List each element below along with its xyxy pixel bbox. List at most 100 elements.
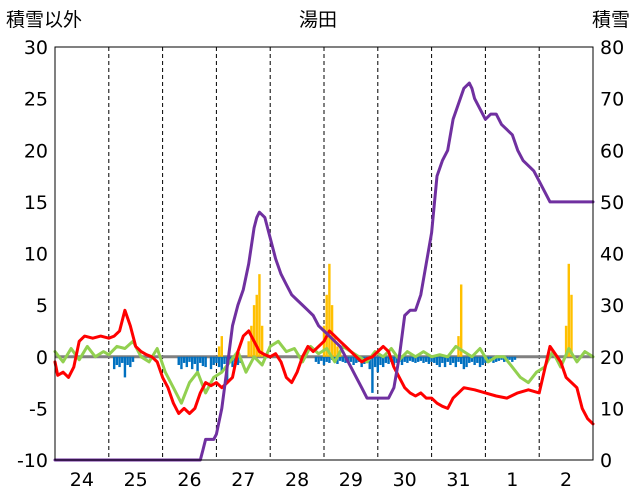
blue_bars-bar: [236, 356, 240, 366]
blue_bars-bar: [371, 356, 374, 393]
orange_bars-bar: [330, 305, 334, 357]
blue_bars-bar: [118, 356, 121, 368]
orange_bars-bar: [325, 294, 328, 357]
right-tick-label: 40: [600, 244, 624, 266]
right-tick-label: 20: [600, 347, 624, 369]
temperature-line: [53, 308, 595, 426]
blue_bars-bar: [338, 356, 342, 361]
blue_bars-bar: [212, 356, 215, 366]
blue_bars-bar: [408, 356, 412, 361]
blue_bars-bar: [414, 356, 417, 363]
blue_bars-bar: [322, 356, 326, 366]
blue_bars-bar: [199, 356, 202, 363]
blue_bars-bar: [427, 356, 431, 364]
left-tick-label: 0: [36, 347, 48, 369]
right-tick-label: 0: [600, 450, 612, 472]
blue_bars-bar: [513, 356, 517, 360]
x-tick-label: 25: [124, 469, 148, 491]
blue_bars-bar: [457, 356, 460, 362]
blue_bars-bar: [320, 356, 323, 361]
left-tick-label: 10: [24, 244, 48, 266]
blue_bars-bar: [381, 356, 385, 368]
blue_bars-bar: [204, 356, 207, 368]
right-tick-label: 80: [600, 37, 624, 59]
blue_bars-bar: [392, 356, 396, 366]
orange_bars-bar: [247, 341, 250, 357]
blue_bars-bar: [435, 356, 439, 366]
blue_bars-bar: [182, 356, 186, 363]
blue_bars-bar: [400, 356, 404, 366]
blue_bars-bar: [422, 356, 425, 363]
x-tick-label: 30: [393, 469, 417, 491]
left-axis-title: 積雪以外: [6, 9, 82, 31]
left-tick-label: 20: [24, 140, 48, 162]
blue_bars-bar: [336, 356, 339, 364]
orange_bars-bar: [250, 325, 253, 357]
orange_bars-bar: [570, 294, 573, 357]
blue_bars-bar: [451, 356, 455, 363]
blue_bars-bar: [217, 356, 221, 368]
blue_bars-bar: [373, 356, 377, 368]
orange_bars-bar: [333, 336, 336, 357]
blue_bars-bar: [201, 356, 205, 367]
blue_bars-bar: [468, 356, 471, 363]
x-tick-label: 31: [446, 469, 470, 491]
blue_bars-bar: [368, 356, 371, 370]
blue_bars-bar: [349, 356, 353, 362]
x-tick-label: 1: [506, 469, 518, 491]
blue_bars-bar: [384, 356, 388, 363]
right-tick-label: 60: [600, 140, 624, 162]
blue_bars-bar: [481, 356, 484, 366]
blue_bars-bar: [403, 356, 406, 362]
blue_bars-bar: [185, 356, 189, 368]
blue_bars-bar: [441, 356, 444, 363]
blue_bars-bar: [126, 356, 129, 366]
blue_bars-bar: [355, 356, 358, 363]
orange_bars-bar: [564, 325, 568, 357]
right-tick-label: 50: [600, 192, 624, 214]
blue_bars-bar: [508, 356, 511, 360]
orange_bars-bar: [252, 305, 256, 357]
blue_bars-bar: [121, 356, 124, 363]
orange_bars-bar: [217, 346, 221, 357]
orange_bars-bar: [336, 346, 339, 357]
blue_bars-bar: [470, 356, 474, 362]
blue_bars-bar: [188, 356, 191, 362]
right-tick-label: 30: [600, 295, 624, 317]
blue_bars-bar: [209, 356, 213, 370]
bar-layer: [112, 263, 573, 393]
blue_bars-bar: [215, 356, 218, 363]
plot-border: [54, 46, 594, 461]
blue_bars-bar: [425, 356, 428, 362]
blue_bars-bar: [190, 356, 194, 370]
snow_depth-line: [53, 81, 595, 462]
left-tick-label: -10: [17, 450, 48, 472]
blue_bars-bar: [123, 356, 127, 378]
right-tick-label: 70: [600, 89, 624, 111]
left-tick-label: 25: [24, 89, 48, 111]
orange_bars-bar: [258, 274, 261, 357]
right-tick-label: 10: [600, 398, 624, 420]
blue_bars-bar: [325, 356, 328, 362]
x-tick-label: 29: [339, 469, 363, 491]
blue_bars-bar: [196, 356, 199, 373]
blue_bars-bar: [131, 356, 135, 362]
blue_bars-bar: [433, 356, 436, 363]
blue_bars-bar: [376, 356, 380, 373]
blue_bars-bar: [352, 356, 355, 366]
blue_bars-bar: [465, 356, 468, 368]
right-axis-title: 積雪: [592, 9, 630, 31]
blue_bars-bar: [454, 356, 458, 368]
blue_bars-bar: [379, 356, 382, 366]
blue_bars-bar: [476, 356, 479, 363]
blue_bars-bar: [129, 356, 132, 368]
orange_bars-bar: [567, 263, 571, 357]
green_series-line: [53, 339, 595, 405]
blue_bars-bar: [177, 356, 180, 366]
blue_bars-bar: [406, 356, 409, 363]
left-tick-label: -5: [29, 398, 48, 420]
blue_bars-bar: [462, 356, 466, 370]
blue_bars-bar: [328, 356, 331, 363]
